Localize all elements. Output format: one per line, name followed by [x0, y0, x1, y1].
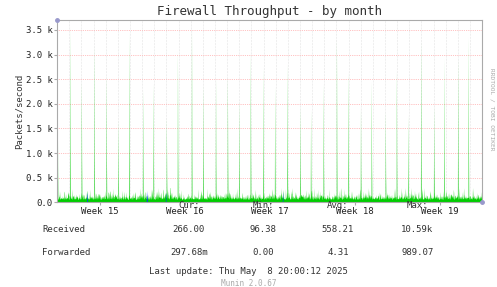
Text: Last update: Thu May  8 20:00:12 2025: Last update: Thu May 8 20:00:12 2025 — [149, 267, 348, 276]
Text: 96.38: 96.38 — [250, 225, 277, 234]
Text: 989.07: 989.07 — [402, 248, 433, 257]
Text: 558.21: 558.21 — [322, 225, 354, 234]
Text: Received: Received — [42, 225, 85, 234]
Text: Cur:: Cur: — [178, 201, 200, 210]
Title: Firewall Throughput - by month: Firewall Throughput - by month — [157, 5, 382, 18]
Text: 10.59k: 10.59k — [402, 225, 433, 234]
Text: Min:: Min: — [252, 201, 274, 210]
Text: RRDTOOL / TOBI OETIKER: RRDTOOL / TOBI OETIKER — [490, 68, 495, 150]
Text: 297.68m: 297.68m — [170, 248, 208, 257]
Text: Avg:: Avg: — [327, 201, 349, 210]
Text: 4.31: 4.31 — [327, 248, 349, 257]
Text: 0.00: 0.00 — [252, 248, 274, 257]
Text: Max:: Max: — [407, 201, 428, 210]
Text: Munin 2.0.67: Munin 2.0.67 — [221, 279, 276, 287]
Text: Forwarded: Forwarded — [42, 248, 90, 257]
Text: 266.00: 266.00 — [173, 225, 205, 234]
Y-axis label: Packets/second: Packets/second — [14, 73, 23, 149]
